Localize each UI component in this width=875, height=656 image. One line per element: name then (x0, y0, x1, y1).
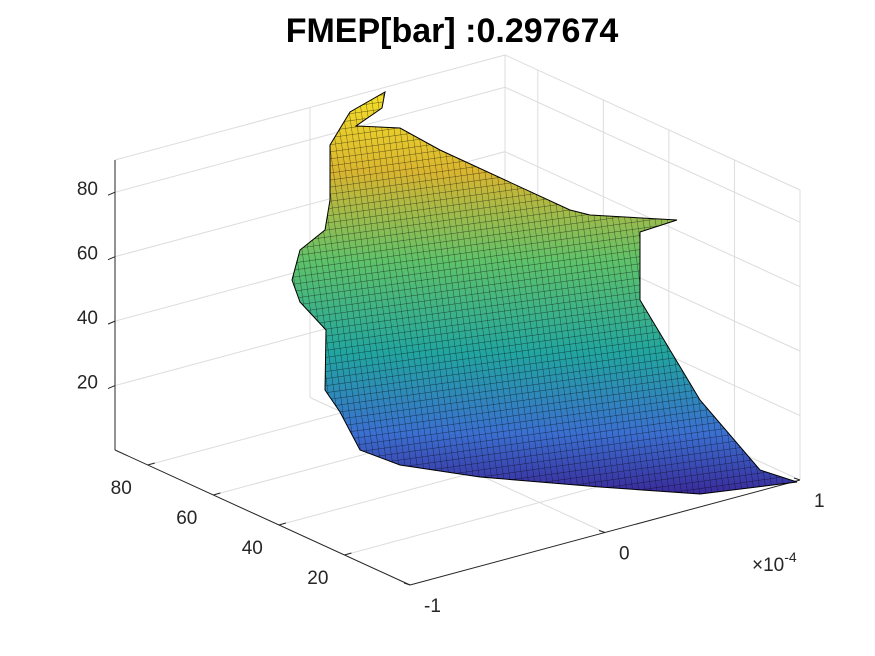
x-tick (793, 477, 801, 481)
y-tick-label: 20 (307, 568, 328, 589)
chart-title: FMEP[bar] :0.297674 (286, 12, 619, 50)
x-tick-label: 0 (619, 544, 630, 565)
grid-line (504, 86, 801, 223)
y-tick-label: 60 (176, 508, 197, 529)
x-tick-label: 1 (814, 491, 825, 512)
y-axis (114, 449, 411, 586)
back-edge (504, 54, 801, 191)
y-tick (344, 552, 352, 556)
z-tick (107, 191, 116, 196)
z-tick-label: 20 (77, 373, 98, 394)
z-tick (107, 256, 116, 261)
y-tick (278, 522, 287, 526)
z-tick-label: 80 (77, 179, 98, 200)
x-tick (598, 530, 606, 533)
y-tick (213, 492, 221, 496)
surface (291, 91, 798, 495)
x-tick-label: -1 (424, 596, 441, 617)
y-tick (147, 462, 155, 466)
z-tick-label: 60 (77, 244, 98, 265)
x-multiplier: ×10-4 (752, 549, 797, 576)
surface-mesh (292, 92, 797, 494)
back-edge (114, 54, 506, 161)
y-tick-label: 40 (242, 538, 263, 559)
x-tick (403, 582, 411, 586)
grid-line (114, 86, 506, 193)
y-tick-label: 80 (111, 478, 132, 499)
z-tick (107, 385, 116, 390)
z-tick (107, 320, 116, 325)
z-tick-label: 40 (77, 308, 98, 329)
